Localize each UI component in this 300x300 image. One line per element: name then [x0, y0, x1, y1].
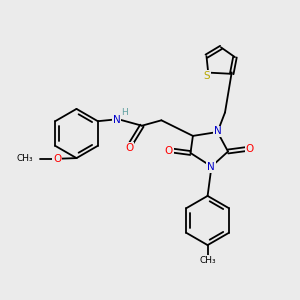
Text: O: O [53, 154, 61, 164]
Text: CH₃: CH₃ [16, 154, 33, 163]
Text: O: O [245, 144, 254, 154]
Text: O: O [125, 143, 133, 153]
Text: CH₃: CH₃ [199, 256, 216, 265]
Text: N: N [207, 162, 215, 172]
Text: N: N [112, 115, 120, 125]
Text: H: H [122, 108, 128, 117]
Text: O: O [165, 146, 173, 156]
Text: N: N [214, 126, 221, 136]
Text: S: S [203, 70, 210, 81]
